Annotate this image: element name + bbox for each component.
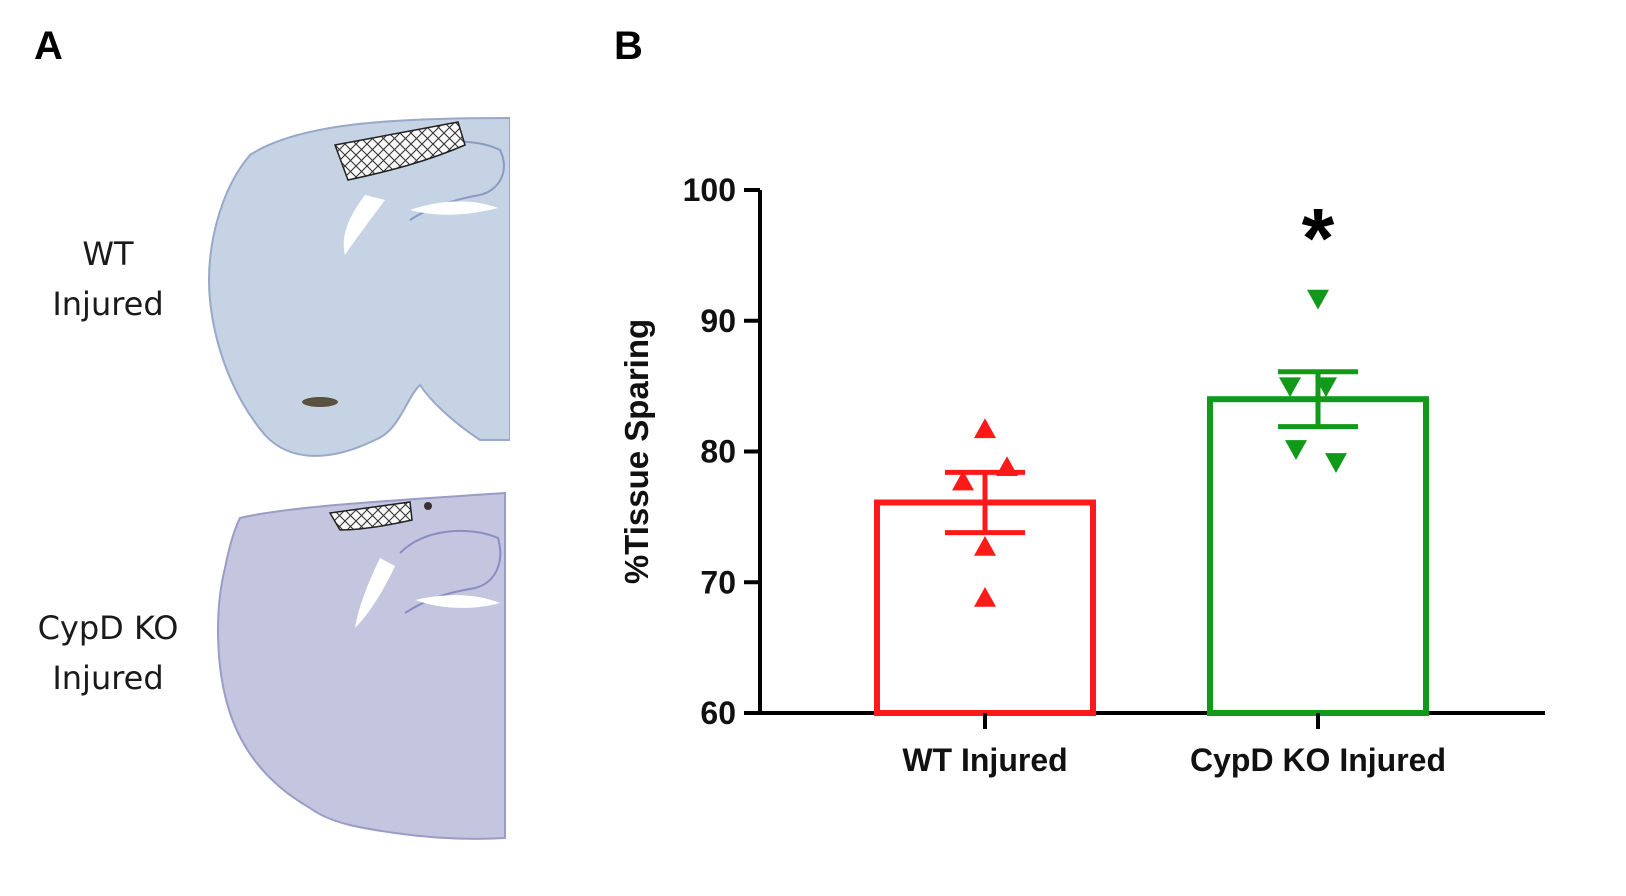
- row-label-line: WT: [82, 235, 134, 273]
- data-point: [974, 535, 996, 556]
- bar-1: [1207, 396, 1429, 716]
- ventricle-slit: [415, 595, 500, 608]
- panel-a-label: A: [34, 24, 63, 68]
- data-point: [1315, 377, 1337, 398]
- ventricle: [343, 195, 385, 255]
- row-label-wt-injured: WT Injured: [13, 229, 203, 329]
- data-point: [1307, 289, 1329, 310]
- brain-slice-cypd-ko-injured: [217, 491, 506, 840]
- significance-asterisk: *: [1302, 191, 1335, 285]
- data-point: [952, 470, 974, 491]
- panel-b-label: B: [614, 24, 643, 68]
- lesion-hatched-region: [328, 501, 413, 531]
- y-tick-label: 70: [700, 564, 736, 600]
- brain-tissue: [208, 116, 510, 457]
- ventricle-slit: [410, 201, 498, 215]
- row-label-line: Injured: [52, 659, 164, 697]
- lesion-hatched-region: [333, 121, 466, 181]
- tissue-sparing-bar-chart: 60 70 80 90 100 %Tissue Sparing WT Injured CypD…: [618, 172, 1545, 778]
- data-point: [1285, 440, 1307, 460]
- ventricle: [355, 558, 395, 628]
- row-label-cypd-ko-injured: CypD KO Injured: [13, 603, 203, 703]
- data-point: [974, 586, 996, 607]
- y-tick-label: 100: [683, 172, 736, 208]
- row-label-line: Injured: [52, 285, 164, 323]
- y-tick-label: 80: [700, 434, 736, 470]
- y-axis-title: %Tissue Sparing: [618, 319, 655, 584]
- brain-tissue: [217, 491, 506, 840]
- data-point: [1279, 377, 1301, 398]
- y-tick-label: 60: [700, 695, 736, 731]
- x-tick-label: WT Injured: [902, 742, 1067, 778]
- data-point: [1325, 453, 1347, 473]
- row-label-line: CypD KO: [37, 609, 179, 647]
- data-point: [974, 418, 996, 439]
- tissue-mark: [424, 502, 432, 510]
- brain-slice-wt-injured: [208, 116, 510, 457]
- x-tick-label: CypD KO Injured: [1190, 742, 1446, 778]
- y-tick-label: 90: [700, 303, 736, 339]
- tissue-mark: [302, 397, 338, 407]
- data-point: [996, 456, 1018, 476]
